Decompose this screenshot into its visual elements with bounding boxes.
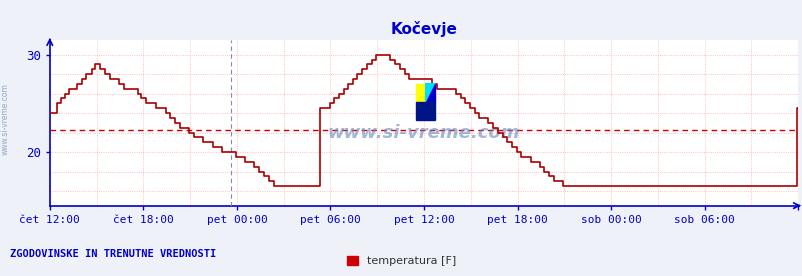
Polygon shape [425,84,435,102]
Polygon shape [425,84,435,102]
Legend: temperatura [F]: temperatura [F] [342,251,460,270]
Bar [415,84,425,102]
Title: Kočevje: Kočevje [390,22,457,38]
Text: www.si-vreme.com: www.si-vreme.com [327,124,520,142]
Bar [415,102,435,120]
Text: ZGODOVINSKE IN TRENUTNE VREDNOSTI: ZGODOVINSKE IN TRENUTNE VREDNOSTI [10,249,216,259]
Text: www.si-vreme.com: www.si-vreme.com [1,83,10,155]
